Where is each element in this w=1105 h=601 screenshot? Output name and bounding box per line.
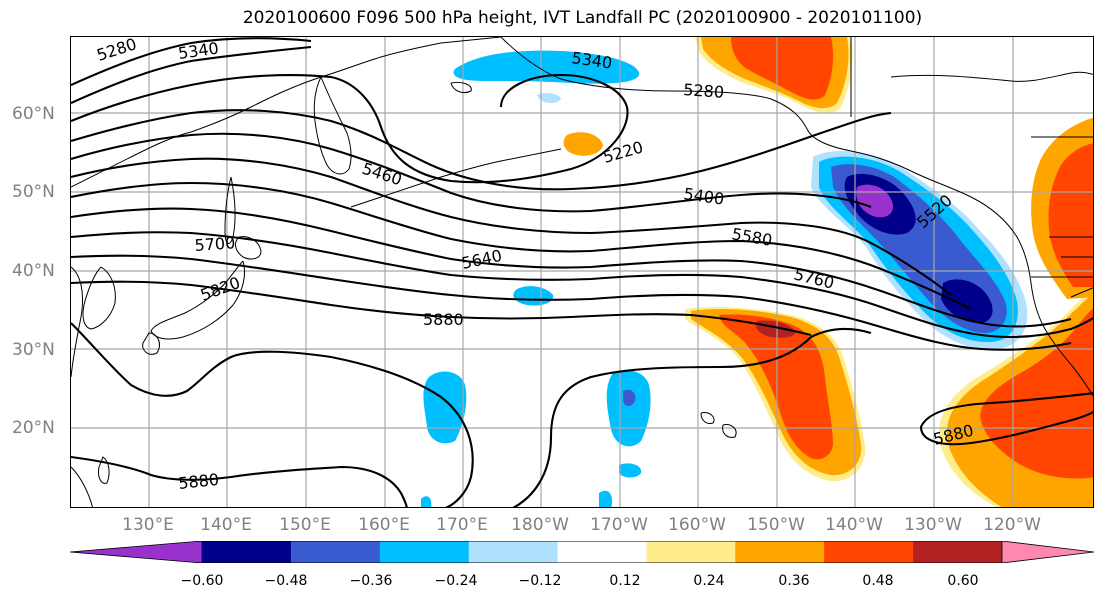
negative-anomaly-patch-1	[513, 286, 554, 306]
graticule	[71, 37, 1093, 507]
coast-aleutians	[350, 148, 562, 208]
lon-label-120w: 120°W	[983, 515, 1041, 535]
colorbar-tick: −0.12	[518, 573, 562, 589]
lat-label-20n: 20°N	[12, 418, 55, 438]
lon-label-140e: 140°E	[200, 515, 252, 535]
colorbar-extend-high	[1001, 541, 1094, 563]
ivt-shading	[421, 37, 1093, 507]
colorbar	[70, 541, 1094, 563]
lon-label-160e: 160°E	[358, 515, 410, 535]
colorbar-tick: 0.36	[778, 573, 810, 589]
map-panel[interactable]: 5280 5340 5340 5280 5220 5460 5400 5580 …	[70, 36, 1094, 508]
lon-label-180w: 180°W	[511, 515, 569, 535]
coast-china	[71, 266, 84, 378]
map-canvas: 5280 5340 5340 5280 5220 5460 5400 5580 …	[71, 37, 1093, 507]
colorbar-tick: 0.60	[947, 573, 979, 589]
colorbar-tick: −0.60	[180, 573, 224, 589]
negative-anomaly-bering	[453, 50, 640, 84]
coast-hawaii	[700, 412, 737, 438]
map-title: 2020100600 F096 500 hPa height, IVT Land…	[242, 8, 923, 28]
lat-label-30n: 30°N	[12, 340, 55, 360]
colorbar-cell	[379, 541, 470, 563]
positive-anomaly-small	[563, 132, 603, 156]
coast-asia-east	[71, 37, 502, 188]
lon-label-160w: 160°W	[668, 515, 726, 535]
colorbar-tick: −0.24	[434, 573, 478, 589]
height-contours	[71, 37, 1093, 507]
lon-label-170e: 170°E	[436, 515, 488, 535]
colorbar-tick: −0.48	[264, 573, 308, 589]
coast-sakhalin	[224, 176, 236, 245]
contour-label: 5220	[601, 137, 645, 166]
colorbar-cell	[735, 541, 825, 563]
coast-bering-islands	[450, 82, 472, 94]
negative-anomaly-patch-3-core	[623, 389, 636, 407]
coast-canada-inland	[850, 37, 1093, 298]
negative-anomaly-patch-6	[599, 490, 612, 507]
lon-label-150e: 150°E	[279, 515, 331, 535]
colorbar-extend-low	[70, 541, 203, 563]
contour-label: 5400	[682, 184, 725, 208]
contour-label: 5700	[194, 233, 236, 255]
colorbar-cell	[468, 541, 559, 563]
colorbar-cell	[290, 541, 381, 563]
lat-label-50n: 50°N	[12, 182, 55, 202]
coastlines	[71, 37, 1093, 507]
colorbar-cell	[646, 541, 736, 563]
coast-korea	[82, 266, 116, 330]
lat-label-60n: 60°N	[12, 104, 55, 124]
lon-label-130w: 130°W	[904, 515, 962, 535]
lon-label-130e: 130°E	[122, 515, 174, 535]
positive-anomaly-canada-red	[1048, 143, 1093, 287]
negative-anomaly-patch-4	[619, 463, 642, 478]
positive-anomaly-alaska-red	[731, 37, 833, 100]
contour-label: 5460	[360, 159, 405, 190]
coast-kyushu	[142, 332, 160, 355]
coast-philippines	[71, 466, 93, 507]
lat-label-40n: 40°N	[12, 261, 55, 281]
negative-anomaly-patch-3	[606, 370, 651, 447]
negative-anomaly-bering-pale	[537, 92, 561, 104]
colorbar-tick: 0.12	[609, 573, 641, 589]
colorbar-tick: −0.36	[349, 573, 393, 589]
colorbar-cell	[557, 541, 647, 563]
positive-anomaly-central-red	[719, 314, 833, 460]
colorbar-tick: 0.24	[693, 573, 725, 589]
contour-label: 5880	[177, 470, 219, 493]
coast-japan-honshu	[150, 260, 246, 340]
negative-anomaly-core-south	[941, 279, 993, 323]
contour-label: 5340	[177, 38, 220, 62]
negative-anomaly-patch-2	[423, 371, 467, 444]
lon-label-140w: 140°W	[825, 515, 883, 535]
contour-label: 5580	[730, 224, 773, 250]
lon-label-170w: 170°W	[590, 515, 648, 535]
colorbar-cell	[913, 541, 1003, 563]
coast-alaska	[500, 37, 1093, 397]
negative-anomaly-patch-5	[421, 496, 432, 507]
contour-label: 5880	[423, 310, 464, 329]
contour-label: 5280	[683, 80, 725, 102]
colorbar-cell	[824, 541, 914, 563]
negative-anomaly-core-purple	[856, 184, 894, 218]
contour-label: 5640	[460, 246, 504, 273]
colorbar-cell	[202, 541, 292, 563]
lon-label-150w: 150°W	[747, 515, 805, 535]
colorbar-tick: 0.48	[862, 573, 894, 589]
